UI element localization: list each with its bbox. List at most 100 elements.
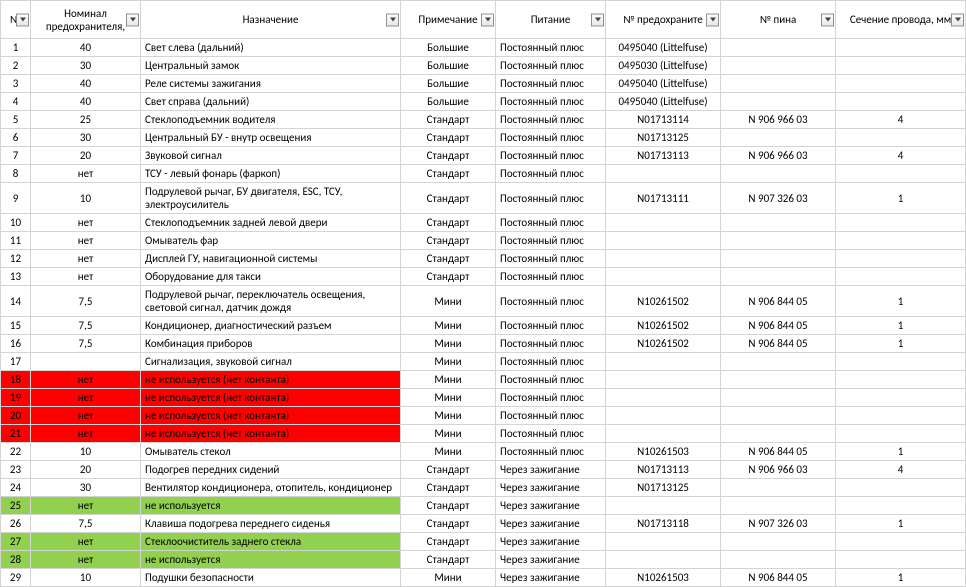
header-fuse[interactable]: № предохраните	[606, 1, 721, 39]
cell-pin[interactable]: N 906 844 05	[721, 317, 836, 335]
cell-power[interactable]: Постоянный плюс	[496, 75, 606, 93]
cell-power[interactable]: Через зажигание	[496, 497, 606, 515]
cell-fuse[interactable]: N10261503	[606, 443, 721, 461]
table-row[interactable]: 25нетне используетсяСтандартЧерез зажига…	[1, 497, 966, 515]
cell-note[interactable]: Стандарт	[401, 250, 496, 268]
cell-n[interactable]: 26	[1, 515, 31, 533]
cell-pin[interactable]: N 907 326 03	[721, 183, 836, 214]
cell-rating[interactable]: 40	[31, 39, 141, 57]
cell-pin[interactable]: N 906 844 05	[721, 443, 836, 461]
cell-fuse[interactable]	[606, 425, 721, 443]
table-row[interactable]: 17Сигнализация, звуковой сигналМиниПосто…	[1, 353, 966, 371]
cell-name[interactable]: Стеклоподъемник задней левой двери	[141, 214, 401, 232]
header-pin[interactable]: № пина	[721, 1, 836, 39]
cell-name[interactable]: ТСУ - левый фонарь (фаркоп)	[141, 165, 401, 183]
header-note[interactable]: Примечание	[401, 1, 496, 39]
cell-pin[interactable]: N 906 966 03	[721, 147, 836, 165]
cell-fuse[interactable]: 0495040 (Littelfuse)	[606, 93, 721, 111]
cell-fuse[interactable]: 0495040 (Littelfuse)	[606, 75, 721, 93]
cell-pin[interactable]: N 906 844 05	[721, 335, 836, 353]
cell-note[interactable]: Стандарт	[401, 497, 496, 515]
cell-note[interactable]: Большие	[401, 57, 496, 75]
table-row[interactable]: 630Центральный БУ - внутр освещенияСтанд…	[1, 129, 966, 147]
cell-rating[interactable]	[31, 353, 141, 371]
cell-fuse[interactable]: N01713111	[606, 183, 721, 214]
cell-note[interactable]: Большие	[401, 93, 496, 111]
cell-note[interactable]: Мини	[401, 353, 496, 371]
header-rating[interactable]: Номинал предохранителя,	[31, 1, 141, 39]
cell-note[interactable]: Стандарт	[401, 515, 496, 533]
cell-fuse[interactable]	[606, 407, 721, 425]
cell-wire[interactable]: 1	[836, 443, 966, 461]
cell-power[interactable]: Постоянный плюс	[496, 425, 606, 443]
cell-wire[interactable]	[836, 250, 966, 268]
cell-wire[interactable]	[836, 93, 966, 111]
cell-wire[interactable]	[836, 425, 966, 443]
cell-name[interactable]: Комбинация приборов	[141, 335, 401, 353]
filter-icon[interactable]	[951, 13, 964, 26]
cell-rating[interactable]: 20	[31, 461, 141, 479]
cell-pin[interactable]: N 906 844 05	[721, 286, 836, 317]
cell-n[interactable]: 6	[1, 129, 31, 147]
cell-note[interactable]: Мини	[401, 569, 496, 587]
cell-n[interactable]: 20	[1, 407, 31, 425]
cell-n[interactable]: 22	[1, 443, 31, 461]
cell-note[interactable]: Стандарт	[401, 165, 496, 183]
cell-n[interactable]: 12	[1, 250, 31, 268]
table-row[interactable]: 720Звуковой сигналСтандартПостоянный плю…	[1, 147, 966, 165]
table-row[interactable]: 147,5Подрулевой рычаг, переключатель осв…	[1, 286, 966, 317]
cell-rating[interactable]: нет	[31, 407, 141, 425]
cell-rating[interactable]: нет	[31, 533, 141, 551]
filter-icon[interactable]	[481, 13, 494, 26]
cell-rating[interactable]: 7,5	[31, 286, 141, 317]
cell-pin[interactable]	[721, 389, 836, 407]
cell-note[interactable]: Стандарт	[401, 479, 496, 497]
cell-rating[interactable]: нет	[31, 497, 141, 515]
cell-power[interactable]: Постоянный плюс	[496, 389, 606, 407]
cell-note[interactable]: Стандарт	[401, 214, 496, 232]
cell-rating[interactable]: 10	[31, 569, 141, 587]
cell-note[interactable]: Мини	[401, 335, 496, 353]
cell-wire[interactable]	[836, 371, 966, 389]
cell-wire[interactable]: 1	[836, 183, 966, 214]
cell-power[interactable]: Постоянный плюс	[496, 335, 606, 353]
cell-n[interactable]: 25	[1, 497, 31, 515]
cell-wire[interactable]	[836, 214, 966, 232]
cell-wire[interactable]	[836, 39, 966, 57]
cell-n[interactable]: 18	[1, 371, 31, 389]
cell-name[interactable]: Подушки безопасности	[141, 569, 401, 587]
table-row[interactable]: 12нетДисплей ГУ, навигационной системыСт…	[1, 250, 966, 268]
cell-fuse[interactable]	[606, 165, 721, 183]
cell-note[interactable]: Стандарт	[401, 551, 496, 569]
cell-n[interactable]: 15	[1, 317, 31, 335]
cell-pin[interactable]	[721, 232, 836, 250]
cell-note[interactable]: Мини	[401, 407, 496, 425]
table-row[interactable]: 340Реле системы зажиганияБольшиеПостоянн…	[1, 75, 966, 93]
cell-pin[interactable]	[721, 479, 836, 497]
table-row[interactable]: 440Свет справа (дальний)БольшиеПостоянны…	[1, 93, 966, 111]
cell-name[interactable]: не используется	[141, 551, 401, 569]
cell-note[interactable]: Стандарт	[401, 232, 496, 250]
cell-power[interactable]: Постоянный плюс	[496, 286, 606, 317]
cell-n[interactable]: 24	[1, 479, 31, 497]
cell-n[interactable]: 28	[1, 551, 31, 569]
cell-fuse[interactable]: N10261502	[606, 317, 721, 335]
cell-pin[interactable]	[721, 129, 836, 147]
header-wire[interactable]: Сечение провода, мм	[836, 1, 966, 39]
cell-fuse[interactable]: N01713114	[606, 111, 721, 129]
cell-power[interactable]: Через зажигание	[496, 479, 606, 497]
table-row[interactable]: 20нетне используется (нет контанта)МиниП…	[1, 407, 966, 425]
cell-rating[interactable]: 10	[31, 183, 141, 214]
cell-power[interactable]: Постоянный плюс	[496, 129, 606, 147]
table-row[interactable]: 230Центральный замокБольшиеПостоянный пл…	[1, 57, 966, 75]
cell-note[interactable]: Мини	[401, 389, 496, 407]
cell-power[interactable]: Через зажигание	[496, 569, 606, 587]
cell-fuse[interactable]	[606, 268, 721, 286]
table-row[interactable]: 28нетне используетсяСтандартЧерез зажига…	[1, 551, 966, 569]
cell-fuse[interactable]	[606, 371, 721, 389]
cell-wire[interactable]	[836, 551, 966, 569]
cell-pin[interactable]	[721, 497, 836, 515]
cell-fuse[interactable]: N10261502	[606, 286, 721, 317]
cell-power[interactable]: Постоянный плюс	[496, 317, 606, 335]
cell-pin[interactable]	[721, 533, 836, 551]
